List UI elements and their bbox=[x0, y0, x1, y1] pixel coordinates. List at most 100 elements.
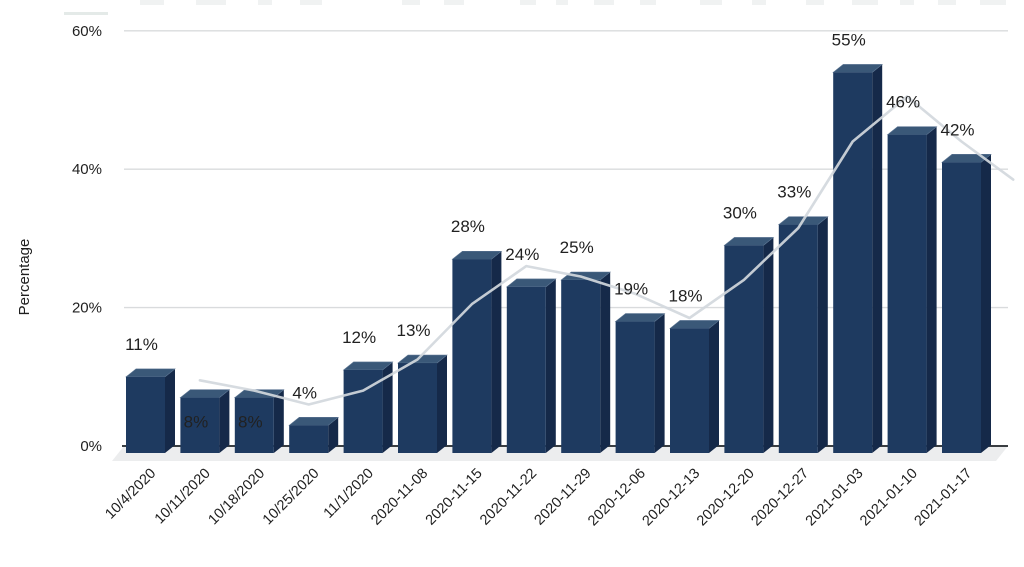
bar-side-face bbox=[926, 126, 937, 454]
bar-value-label: 12% bbox=[342, 328, 376, 347]
bar bbox=[125, 368, 176, 453]
bar-value-label: 30% bbox=[723, 203, 757, 222]
x-tick-label: 2020-12-13 bbox=[640, 466, 704, 530]
bar-value-label: 19% bbox=[614, 280, 648, 299]
x-tick-label: 2020-11-15 bbox=[423, 466, 486, 529]
bar-value-label: 33% bbox=[777, 183, 811, 202]
cropped-text-mark bbox=[196, 0, 226, 5]
bar bbox=[505, 278, 557, 453]
x-tick-label: 2021-01-17 bbox=[912, 466, 976, 530]
bar-side-face bbox=[382, 361, 393, 453]
bar bbox=[886, 126, 938, 454]
bar-front-face bbox=[561, 280, 601, 453]
bar-front-face bbox=[887, 134, 927, 453]
value-labels: 11% 8% 8% 4% 12% 13% 28% 24% 25% 19% 18% 30% 33% 55% 4… bbox=[125, 30, 974, 431]
cropped-text-mark bbox=[938, 0, 956, 5]
cropped-text-mark bbox=[852, 0, 878, 5]
cropped-text-mark bbox=[594, 0, 614, 5]
bar-side-face bbox=[491, 251, 502, 453]
x-tick-label: 2020-11-08 bbox=[368, 466, 431, 529]
bar-side-face bbox=[219, 389, 230, 453]
cropped-text-mark bbox=[980, 0, 1006, 5]
x-tick-label: 2020-12-20 bbox=[694, 466, 758, 530]
bar bbox=[832, 64, 884, 454]
bar-value-label: 8% bbox=[184, 413, 209, 432]
y-axis-title: Percentage bbox=[16, 239, 33, 316]
bar-front-face bbox=[234, 397, 274, 453]
bar-value-label: 18% bbox=[668, 286, 702, 305]
bar-value-label: 25% bbox=[560, 238, 594, 257]
bar-value-label: 28% bbox=[451, 217, 485, 236]
trend-line bbox=[198, 95, 1015, 406]
bar-value-label: 42% bbox=[940, 120, 974, 139]
bar-value-label: 11% bbox=[125, 335, 158, 354]
cropped-text-mark bbox=[556, 0, 568, 5]
bar-front-face bbox=[506, 286, 546, 453]
bar-side-face bbox=[545, 278, 556, 453]
bar bbox=[777, 216, 829, 453]
bar-side-face bbox=[981, 154, 991, 454]
bar-side-face bbox=[654, 313, 665, 453]
bar-front-face bbox=[126, 376, 165, 453]
bar-side-face bbox=[600, 272, 611, 453]
bar-side-face bbox=[273, 389, 284, 453]
bar bbox=[669, 320, 720, 453]
bar-front-face bbox=[833, 72, 873, 454]
bar bbox=[233, 389, 285, 453]
cropped-text-mark bbox=[520, 0, 536, 5]
bar-value-label: 55% bbox=[832, 30, 866, 49]
bar-front-face bbox=[778, 224, 818, 453]
bar-front-face bbox=[942, 162, 981, 454]
cropped-text-mark bbox=[140, 0, 164, 5]
cropped-text-mark bbox=[258, 0, 272, 5]
x-axis-tick-labels: 10/4/202010/11/202010/18/202010/25/20201… bbox=[102, 466, 975, 530]
y-tick-label: 0% bbox=[80, 438, 102, 455]
bar-front-face bbox=[289, 425, 329, 453]
bar-front-face bbox=[398, 363, 437, 453]
x-tick-label: 2021-01-10 bbox=[857, 466, 921, 530]
bar bbox=[342, 361, 394, 453]
bar-value-label: 13% bbox=[396, 321, 430, 340]
bar-side-face bbox=[165, 368, 175, 453]
x-tick-label: 2020-12-06 bbox=[585, 466, 649, 530]
x-tick-label: 2021-01-03 bbox=[803, 466, 867, 530]
bar-value-label: 46% bbox=[886, 93, 920, 112]
bar-value-label: 8% bbox=[238, 413, 263, 432]
bars bbox=[125, 64, 992, 454]
trend-polyline bbox=[198, 95, 1015, 406]
bar-side-face bbox=[328, 417, 339, 453]
bar bbox=[397, 354, 448, 453]
x-tick-label: 10/11/2020 bbox=[152, 466, 214, 528]
y-axis-tick-labels: 0% 20% 40% 60% bbox=[72, 23, 102, 455]
cropped-text-mark bbox=[752, 0, 766, 5]
y-tick-label: 40% bbox=[72, 161, 102, 178]
bar bbox=[560, 271, 612, 453]
cropped-text-mark bbox=[640, 0, 656, 5]
bar bbox=[288, 417, 340, 453]
bar bbox=[451, 250, 503, 453]
bar-side-face bbox=[817, 216, 828, 453]
bar bbox=[941, 154, 992, 454]
bar-side-face bbox=[872, 64, 883, 454]
cropped-text-mark bbox=[444, 0, 464, 5]
x-tick-label: 10/4/2020 bbox=[102, 466, 159, 523]
bar-side-face bbox=[437, 355, 447, 453]
cropped-text-mark bbox=[402, 0, 420, 5]
cropped-text-mark bbox=[806, 0, 824, 5]
x-tick-label: 10/18/2020 bbox=[205, 466, 268, 529]
cropped-text-mark bbox=[64, 12, 108, 15]
bar-front-face bbox=[452, 259, 492, 453]
cropped-text-mark bbox=[300, 0, 322, 5]
bar bbox=[614, 313, 666, 453]
bar-value-label: 4% bbox=[292, 383, 317, 402]
x-tick-label: 2020-11-22 bbox=[477, 466, 540, 529]
x-tick-label: 11/1/2020 bbox=[321, 466, 377, 522]
x-tick-label: 10/25/2020 bbox=[260, 466, 323, 529]
bar-front-face bbox=[180, 397, 220, 453]
bar-front-face bbox=[615, 321, 655, 453]
cropped-text-mark bbox=[700, 0, 722, 5]
bar-side-face bbox=[709, 320, 719, 453]
bar bbox=[179, 389, 231, 453]
y-tick-label: 20% bbox=[72, 300, 102, 317]
